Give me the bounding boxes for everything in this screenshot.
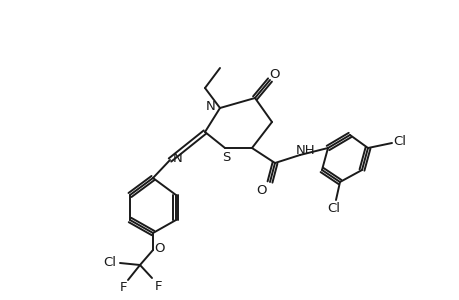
Text: N: N xyxy=(173,152,183,164)
Text: F: F xyxy=(120,281,128,295)
Text: O: O xyxy=(269,68,280,80)
Text: F: F xyxy=(155,280,162,292)
Text: N: N xyxy=(206,100,215,112)
Text: Cl: Cl xyxy=(392,134,406,148)
Text: O: O xyxy=(256,184,267,196)
Text: Cl: Cl xyxy=(103,256,116,268)
Text: S: S xyxy=(221,151,230,164)
Text: Cl: Cl xyxy=(327,202,340,215)
Text: NH: NH xyxy=(296,143,315,157)
Text: O: O xyxy=(154,242,165,256)
